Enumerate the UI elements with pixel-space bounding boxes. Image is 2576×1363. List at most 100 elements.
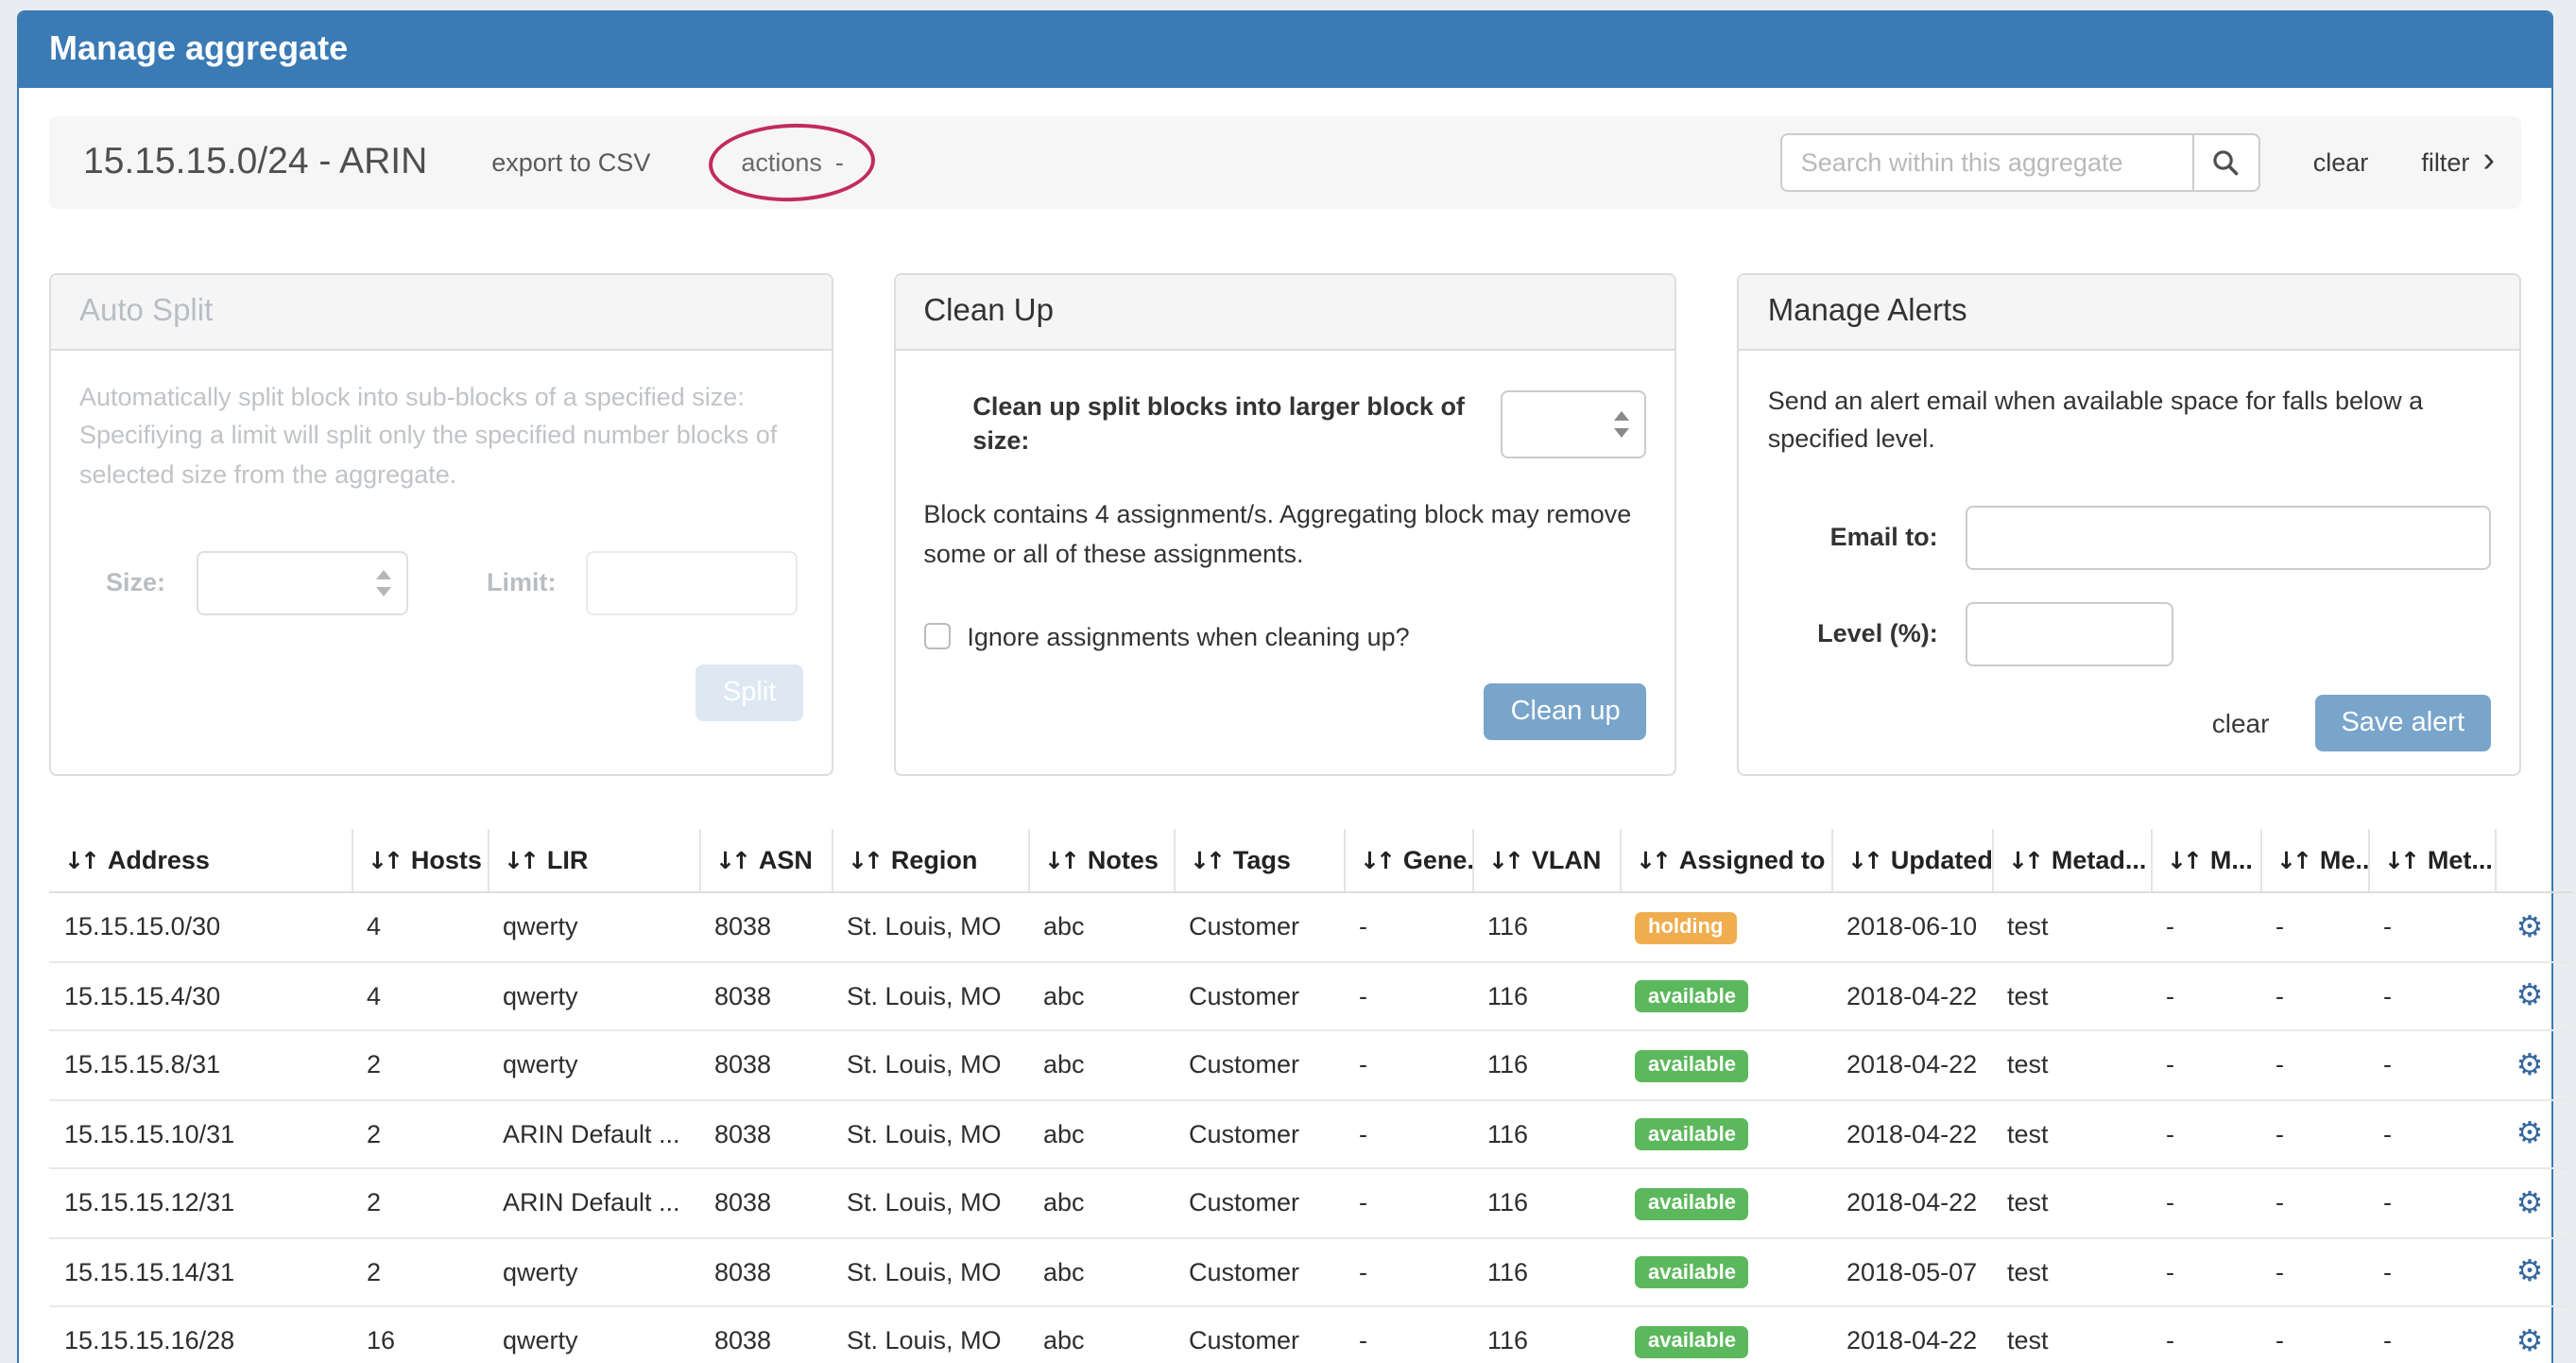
gear-icon[interactable]: ⚙ [2516,907,2544,944]
cell-asn: 8038 [699,1030,832,1100]
actions-dropdown[interactable]: actions - [707,120,878,205]
col-header-asn[interactable]: ↓↑ ASN [698,829,832,893]
sort-icon: ↓↑ [1190,846,1226,874]
col-header-m[interactable]: ↓↑ M... [2150,829,2260,893]
col-header-hosts[interactable]: ↓↑ Hosts [351,829,488,893]
cell-asn: 8038 [699,1237,832,1307]
cell-m: - [2151,1099,2260,1169]
cell-gene: - [1344,1168,1472,1238]
status-badge: available [1635,1049,1749,1081]
col-header-assigned-to[interactable]: ↓↑ Assigned to [1619,829,1831,893]
cell-row-actions: ⚙ [2495,1030,2572,1100]
cell-vlan: 116 [1472,1030,1620,1100]
sort-icon: ↓↑ [2384,846,2420,874]
ignore-assignments-row: Ignore assignments when cleaning up? [923,623,1646,651]
col-header-region[interactable]: ↓↑ Region [831,829,1028,893]
cell-lir: qwerty [488,1237,699,1307]
cell-gene: - [1344,892,1472,962]
search-input[interactable] [1779,133,2194,192]
email-input[interactable] [1966,505,2492,569]
cell-assigned-to: available [1620,1306,1831,1363]
manage-alerts-description: Send an alert email when available space… [1767,387,2424,454]
gear-icon[interactable]: ⚙ [2516,1183,2544,1220]
status-badge: available [1635,1118,1749,1150]
cell-updated: 2018-04-22 [1831,1168,1992,1238]
cell-metad: test [1992,1030,2151,1100]
cell-hosts: 2 [352,1168,488,1238]
clean-up-size-label: Clean up split blocks into larger block … [972,392,1465,456]
manage-alerts-title: Manage Alerts [1739,275,2520,351]
status-badge: available [1635,1325,1749,1357]
gear-icon[interactable]: ⚙ [2516,1045,2544,1082]
panel-body: 15.15.15.0/24 - ARIN export to CSV actio… [19,88,2572,1363]
size-select[interactable] [196,550,408,615]
col-header-updated[interactable]: ↓↑ Updated [1830,829,1992,893]
sort-icon: ↓↑ [1636,846,1672,874]
cell-lir: ARIN Default ... [488,1168,699,1238]
col-header-metad[interactable]: ↓↑ Metad... [1991,829,2151,893]
cell-gene: - [1344,961,1472,1031]
auto-split-description: Automatically split block into sub-block… [79,383,778,488]
status-badge: available [1635,1256,1749,1288]
cell-metad: test [1992,1099,2151,1169]
cell-notes: abc [1028,892,1174,962]
cell-notes: abc [1028,1237,1174,1307]
email-label: Email to: [1829,523,1938,551]
col-header-address[interactable]: ↓↑ Address [49,829,352,893]
col-header-tags[interactable]: ↓↑ Tags [1173,829,1344,893]
cell-updated: 2018-04-22 [1831,1030,1992,1100]
cell-metad: test [1992,1168,2151,1238]
col-header-lir[interactable]: ↓↑ LIR [487,829,699,893]
gear-icon[interactable]: ⚙ [2516,1114,2544,1151]
col-header-me[interactable]: ↓↑Me... [2259,829,2368,893]
col-header-gene[interactable]: ↓↑Gene... [1343,829,1472,893]
save-alert-button[interactable]: Save alert [2314,694,2492,751]
gear-icon[interactable]: ⚙ [2516,1321,2544,1358]
limit-input[interactable] [586,550,799,615]
cell-m: - [2151,1168,2260,1238]
cell-assigned-to: holding [1620,892,1831,962]
sort-icon: ↓↑ [715,846,751,874]
cell-gene: - [1344,1306,1472,1363]
size-label: Size: [106,568,166,597]
alert-clear-link[interactable]: clear [2211,707,2270,737]
cell-region: St. Louis, MO [832,1237,1028,1307]
clear-link[interactable]: clear [2312,148,2369,177]
filter-link[interactable]: filter › [2421,140,2495,180]
filter-label: filter [2421,148,2470,177]
col-header-notes[interactable]: ↓↑ Notes [1027,829,1174,893]
cell-gene: - [1344,1030,1472,1100]
clean-up-size-row: Clean up split blocks into larger block … [923,390,1647,459]
manage-alerts-actions: clear Save alert [1768,694,2492,751]
clean-up-size-select[interactable] [1501,390,1647,459]
cell-address: 15.15.15.0/30 [49,892,352,962]
clean-up-button[interactable]: Clean up [1484,682,1647,740]
level-input[interactable] [1966,601,2174,665]
cell-assigned-to: available [1620,961,1831,1031]
split-button[interactable]: Split [696,664,803,721]
table-row: 15.15.15.16/28 16 qwerty 8038 St. Louis,… [49,1306,2572,1363]
cell-vlan: 116 [1472,1168,1620,1238]
cell-tags: Customer [1174,1237,1344,1307]
cell-me: - [2260,892,2368,962]
cell-tags: Customer [1174,1099,1344,1169]
cell-region: St. Louis, MO [832,1030,1028,1100]
aggregate-title: 15.15.15.0/24 - ARIN [83,141,428,182]
col-header-met[interactable]: ↓↑ Met... [2367,829,2495,893]
gear-icon[interactable]: ⚙ [2516,1252,2544,1289]
export-csv-link[interactable]: export to CSV [491,148,651,177]
manage-alerts-panel: Manage Alerts Send an alert email when a… [1737,273,2522,776]
table-body: 15.15.15.0/30 4 qwerty 8038 St. Louis, M… [49,892,2572,1363]
actions-label: actions [741,148,822,177]
col-header-vlan[interactable]: ↓↑ VLAN [1471,829,1620,893]
cell-row-actions: ⚙ [2495,1168,2572,1238]
search-button[interactable] [2193,133,2260,192]
cell-hosts: 16 [352,1306,488,1363]
chevron-right-icon: › [2482,140,2495,180]
table-row: 15.15.15.12/31 2 ARIN Default ... 8038 S… [49,1168,2572,1238]
cell-me: - [2260,1237,2368,1307]
ignore-assignments-checkbox[interactable] [923,623,951,650]
cell-assigned-to: available [1620,1168,1831,1238]
gear-icon[interactable]: ⚙ [2516,976,2544,1013]
ignore-assignments-label: Ignore assignments when cleaning up? [967,622,1410,651]
